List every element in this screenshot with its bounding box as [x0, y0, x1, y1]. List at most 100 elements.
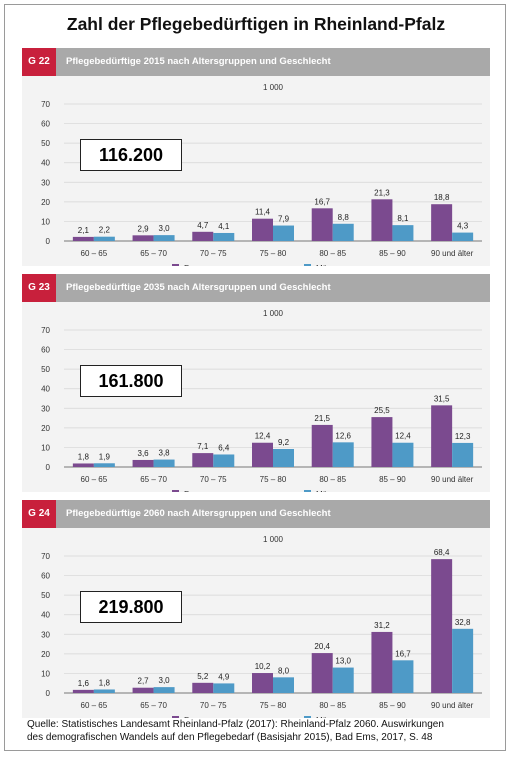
- legend-swatch-frauen: [172, 716, 179, 718]
- bar-frauen: [192, 231, 214, 241]
- y-tick-label: 10: [41, 217, 50, 226]
- unit-label: 1 000: [263, 535, 284, 544]
- bar-value-label: 31,2: [374, 621, 390, 630]
- bar-value-label: 7,1: [197, 442, 209, 451]
- legend-label: Frauen: [184, 264, 209, 266]
- outer-frame: [4, 4, 506, 751]
- y-tick-label: 70: [41, 326, 50, 335]
- x-tick-label: 80 – 85: [319, 701, 346, 710]
- bar-frauen: [311, 424, 333, 467]
- bar-männer: [392, 225, 414, 241]
- bar-frauen: [431, 405, 453, 467]
- bar-männer: [452, 628, 474, 693]
- x-tick-label: 90 und älter: [431, 249, 474, 258]
- chart-panel-2015: G 22 Pflegebedürftige 2015 nach Altersgr…: [22, 48, 490, 266]
- panel-header: G 24 Pflegebedürftige 2060 nach Altersgr…: [22, 500, 490, 528]
- y-tick-label: 30: [41, 404, 50, 413]
- total-box: 219.800: [80, 591, 182, 623]
- bar-chart-2060: 1 000 0 10 20 30 40 50 60 70 1,6 1,8 60 – 65 2,7 3,0 6…: [41, 535, 482, 718]
- y-tick-label: 0: [46, 463, 51, 472]
- y-tick-label: 50: [41, 139, 50, 148]
- bar-value-label: 4,3: [457, 222, 469, 231]
- bar-männer: [213, 232, 235, 241]
- y-tick-label: 10: [41, 443, 50, 452]
- y-tick-label: 0: [46, 689, 51, 698]
- y-tick-label: 10: [41, 669, 50, 678]
- bar-value-label: 8,8: [338, 213, 350, 222]
- main-title: Zahl der Pflegebedürftigen in Rheinland-…: [66, 14, 446, 34]
- bar-value-label: 18,8: [434, 193, 450, 202]
- bar-value-label: 21,3: [374, 188, 390, 197]
- bar-frauen: [132, 687, 154, 693]
- bar-chart-2035: 1 000 0 10 20 30 40 50 60 70 1,8 1,9 60 – 65 3,6 3,8 6…: [41, 309, 482, 492]
- bar-männer: [273, 225, 294, 241]
- bar-männer: [392, 660, 414, 693]
- y-tick-label: 20: [41, 424, 50, 433]
- bar-männer: [273, 448, 294, 467]
- total-box: 116.200: [80, 139, 182, 171]
- bar-value-label: 2,1: [78, 226, 90, 235]
- y-tick-label: 50: [41, 591, 50, 600]
- y-tick-label: 20: [41, 650, 50, 659]
- x-tick-label: 60 – 65: [81, 475, 108, 484]
- bar-frauen: [311, 653, 333, 693]
- y-tick-label: 40: [41, 611, 50, 620]
- bar-männer: [452, 442, 474, 467]
- x-tick-label: 70 – 75: [200, 701, 227, 710]
- legend-label: Männer: [316, 490, 343, 492]
- bar-value-label: 31,5: [434, 394, 450, 403]
- x-tick-label: 75 – 80: [260, 475, 287, 484]
- bar-frauen: [132, 459, 154, 467]
- y-tick-label: 50: [41, 365, 50, 374]
- panel-code: G 24: [22, 500, 56, 528]
- bar-männer: [213, 454, 235, 467]
- x-tick-label: 65 – 70: [140, 701, 167, 710]
- x-tick-label: 70 – 75: [200, 475, 227, 484]
- bar-frauen: [431, 204, 453, 241]
- source-line-2: des demografischen Wandels auf den Pfleg…: [27, 732, 433, 743]
- bar-value-label: 3,6: [138, 449, 150, 458]
- x-tick-label: 85 – 90: [379, 249, 406, 258]
- bar-value-label: 11,4: [255, 208, 271, 217]
- bar-männer: [93, 236, 115, 241]
- legend-swatch-männer: [304, 264, 311, 266]
- bar-value-label: 2,7: [138, 677, 150, 686]
- panel-title: Pflegebedürftige 2060 nach Altersgruppen…: [66, 508, 331, 519]
- panel-code: G 23: [22, 274, 56, 302]
- legend-label: Frauen: [184, 716, 209, 718]
- y-tick-label: 60: [41, 120, 50, 129]
- legend-swatch-frauen: [172, 264, 179, 266]
- bar-männer: [93, 689, 115, 693]
- x-tick-label: 70 – 75: [200, 249, 227, 258]
- x-tick-label: 80 – 85: [319, 249, 346, 258]
- y-tick-label: 40: [41, 159, 50, 168]
- y-tick-label: 60: [41, 572, 50, 581]
- x-tick-label: 85 – 90: [379, 475, 406, 484]
- bar-männer: [153, 235, 175, 241]
- chart-panel-2060: G 24 Pflegebedürftige 2060 nach Altersgr…: [22, 500, 490, 718]
- bar-value-label: 1,6: [78, 679, 90, 688]
- bar-value-label: 8,0: [278, 666, 290, 675]
- legend-swatch-männer: [304, 490, 311, 492]
- bar-frauen: [371, 631, 393, 693]
- bar-value-label: 9,2: [278, 438, 290, 447]
- bar-value-label: 16,7: [314, 197, 330, 206]
- bar-value-label: 3,0: [159, 676, 171, 685]
- unit-label: 1 000: [263, 83, 284, 92]
- bar-value-label: 3,0: [159, 224, 171, 233]
- bar-frauen: [252, 673, 273, 693]
- legend-swatch-frauen: [172, 490, 179, 492]
- bar-frauen: [132, 235, 154, 241]
- bar-value-label: 10,2: [255, 662, 271, 671]
- y-tick-label: 30: [41, 178, 50, 187]
- bar-value-label: 4,1: [218, 222, 230, 231]
- bar-männer: [332, 667, 354, 693]
- x-tick-label: 60 – 65: [81, 701, 108, 710]
- y-tick-label: 0: [46, 237, 51, 246]
- bar-value-label: 1,8: [78, 452, 90, 461]
- y-tick-label: 70: [41, 552, 50, 561]
- bar-value-label: 12,6: [335, 431, 351, 440]
- bar-value-label: 12,4: [255, 432, 271, 441]
- source-note: Quelle: Statistisches Landesamt Rheinlan…: [27, 718, 497, 744]
- bar-frauen: [252, 442, 273, 467]
